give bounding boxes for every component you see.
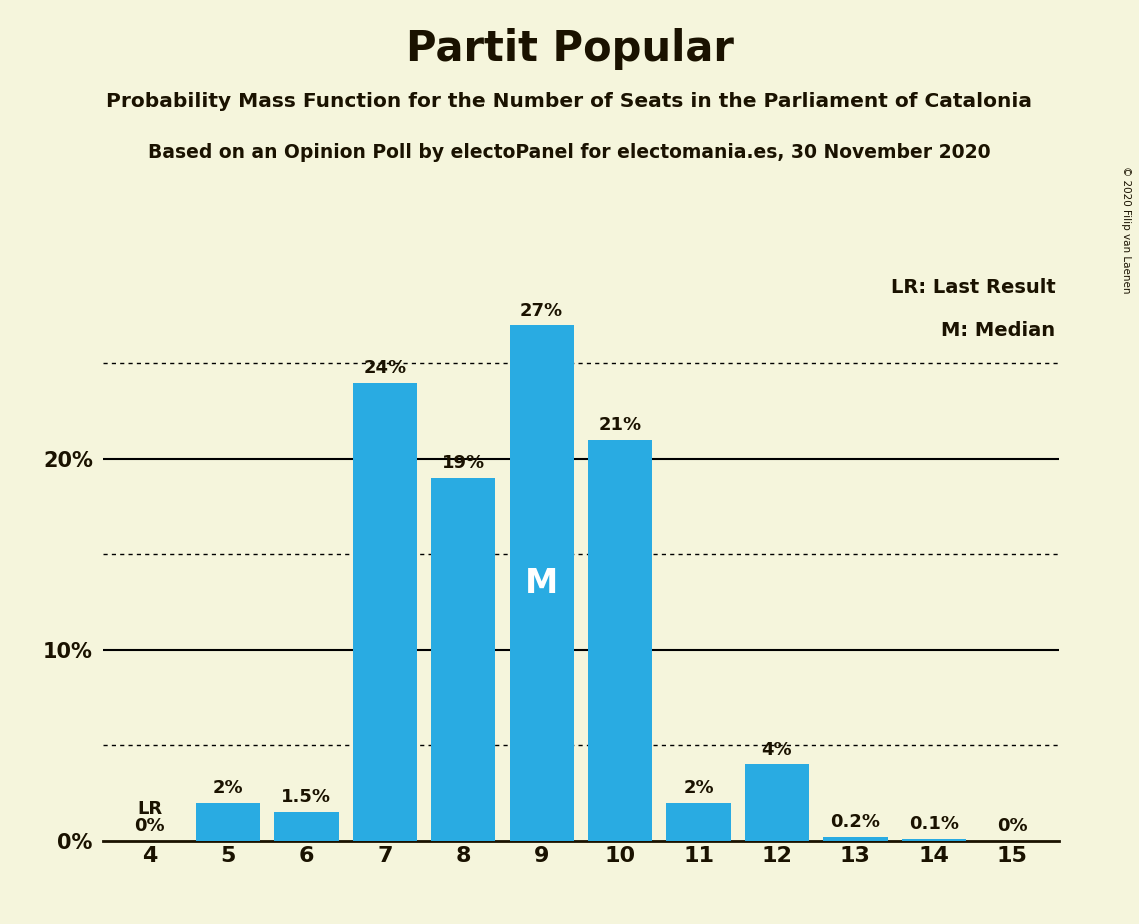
Bar [902, 839, 966, 841]
Text: 19%: 19% [442, 455, 485, 472]
Bar [196, 803, 260, 841]
Text: 0%: 0% [134, 817, 165, 835]
Bar [274, 812, 338, 841]
Text: 27%: 27% [521, 301, 564, 320]
Text: 21%: 21% [598, 416, 641, 434]
Text: Partit Popular: Partit Popular [405, 28, 734, 69]
Text: LR: Last Result: LR: Last Result [891, 277, 1056, 297]
Text: LR: LR [137, 800, 162, 818]
Bar [666, 803, 731, 841]
Bar [588, 440, 653, 841]
Bar [431, 478, 495, 841]
Text: 24%: 24% [363, 359, 407, 377]
Text: 2%: 2% [213, 779, 244, 796]
Text: 0.2%: 0.2% [830, 813, 880, 832]
Bar [823, 837, 887, 841]
Text: 0%: 0% [997, 817, 1027, 835]
Text: M: Median: M: Median [941, 322, 1056, 340]
Bar [745, 764, 809, 841]
Text: Probability Mass Function for the Number of Seats in the Parliament of Catalonia: Probability Mass Function for the Number… [107, 92, 1032, 112]
Bar [509, 325, 574, 841]
Text: 2%: 2% [683, 779, 714, 796]
Text: 1.5%: 1.5% [281, 788, 331, 807]
Text: 4%: 4% [762, 741, 793, 759]
Text: © 2020 Filip van Laenen: © 2020 Filip van Laenen [1121, 166, 1131, 294]
Text: 0.1%: 0.1% [909, 815, 959, 833]
Bar [353, 383, 417, 841]
Text: M: M [525, 566, 558, 600]
Text: Based on an Opinion Poll by electoPanel for electomania.es, 30 November 2020: Based on an Opinion Poll by electoPanel … [148, 143, 991, 163]
